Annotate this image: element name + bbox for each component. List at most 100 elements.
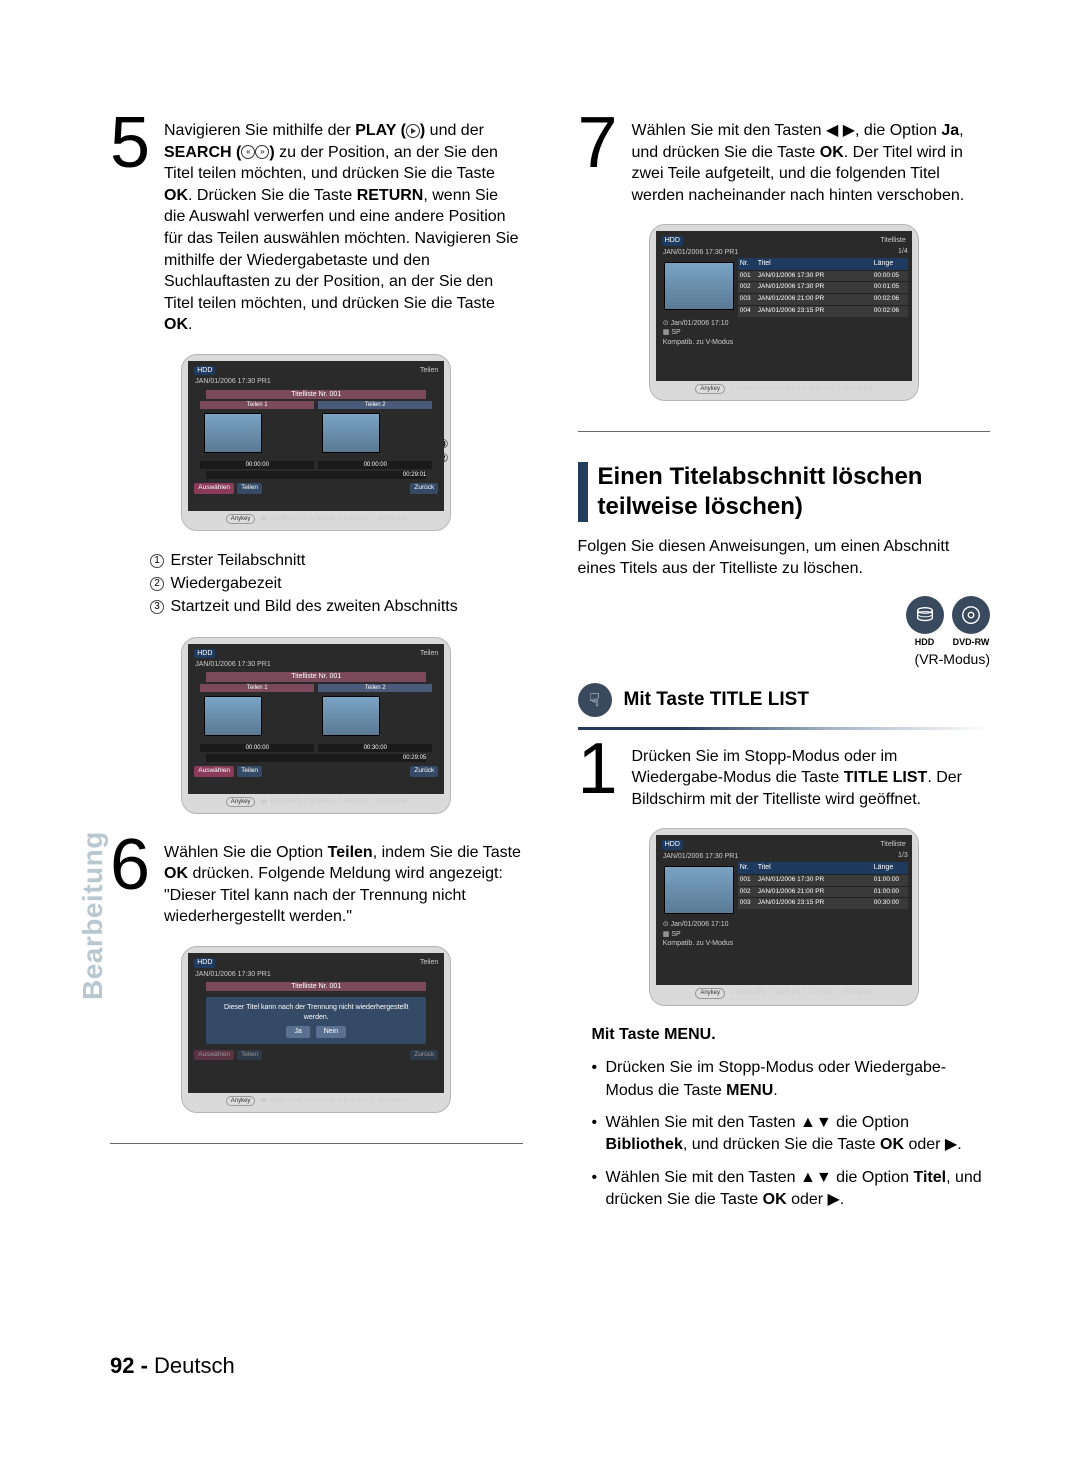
tl-count: 1/4 <box>898 247 908 258</box>
screen-title: Teilen <box>420 366 438 375</box>
section-title: Einen Titelabschnitt löschenteilweise lö… <box>598 462 923 522</box>
page-language: Deutsch <box>154 1353 235 1378</box>
divider-r1 <box>578 431 991 432</box>
anykey-2: Anykey <box>226 797 256 807</box>
btn-auswaehlen-2: Auswählen <box>194 766 234 777</box>
tc-right-2: 00:30:00 <box>318 744 432 752</box>
tl-thumb <box>664 262 734 310</box>
menu-bullets: Drücken Sie im Stopp-Modus oder Wiederga… <box>592 1057 991 1211</box>
tl-title-2: Titelliste <box>880 840 905 849</box>
thumb-2b <box>322 696 380 736</box>
hdd-tag-r2: HDD <box>662 840 683 849</box>
tl-sp-2: SP <box>671 931 680 938</box>
hdd-tag-r1: HDD <box>662 236 683 245</box>
title-list-nr-2: Titelliste Nr. 001 <box>206 672 426 681</box>
gradient-rule <box>578 727 991 730</box>
screenshot-teilen-1: HDD Teilen JAN/01/2006 17:30 PR1 Titelli… <box>181 354 451 531</box>
vr-mode-label: (VR-Modus) <box>578 650 991 669</box>
step-1-text: Drücken Sie im Stopp-Modus oder im Wiede… <box>632 746 991 811</box>
tl-rows-2: 001JAN/01/2006 17:30 PR01:00:00002JAN/01… <box>738 874 908 909</box>
step-7: 7 Wählen Sie mit den Tasten ◀ ▶, die Opt… <box>578 120 991 206</box>
tc-left: 00:00:00 <box>200 461 314 469</box>
anykey-r1: Anykey <box>695 384 725 394</box>
tc-right: 00:00:00 <box>318 461 432 469</box>
hdd-tag-3: HDD <box>194 958 215 967</box>
step-5-text: Navigieren Sie mithilfe der PLAY () und … <box>164 120 523 336</box>
timestamp-r2: JAN/01/2006 17:30 PR1 <box>660 851 742 862</box>
timestamp: JAN/01/2006 17:30 PR1 <box>192 376 440 387</box>
step-7-text: Wählen Sie mit den Tasten ◀ ▶, die Optio… <box>632 120 991 206</box>
col-laenge: Länge <box>872 258 908 269</box>
legend-2: Wiedergabezeit <box>170 575 281 592</box>
split-label-1b: Teilen 1 <box>200 684 314 692</box>
screen-footer-2: ◀▶ BEWEGEN ⏎ WÄHLEN ↶ ZURÜCK ⓘ BEENDEN <box>259 799 406 805</box>
elapsed-2: 00:29:05 <box>206 754 426 762</box>
tl-date-2: Jan/01/2006 17:10 <box>671 921 729 928</box>
section-heading: Einen Titelabschnitt löschenteilweise lö… <box>578 462 991 522</box>
title-list-nr-3: Titelliste Nr. 001 <box>206 982 426 991</box>
screen-title-3: Teilen <box>420 958 438 967</box>
title-list-nr: Titelliste Nr. 001 <box>206 390 426 399</box>
subheading: ☟ Mit Taste TITLE LIST <box>578 683 991 717</box>
tl-compat-2: Kompatib. zu V-Modus <box>660 939 908 950</box>
step-number-1: 1 <box>578 746 626 811</box>
split-label-2: Teilen 2 <box>318 401 432 409</box>
thumb-1b <box>204 696 262 736</box>
divider <box>110 1143 523 1144</box>
tc-left-2: 00:00:00 <box>200 744 314 752</box>
hdd-tag-2: HDD <box>194 649 215 658</box>
screenshot-titelliste-1: HDD Titelliste JAN/01/2006 17:30 PR11/4 … <box>649 224 919 401</box>
subhead-text: Mit Taste TITLE LIST <box>624 687 809 713</box>
timestamp-3: JAN/01/2006 17:30 PR1 <box>192 969 440 980</box>
step-number-6: 6 <box>110 842 158 928</box>
screenshot-teilen-dialog: HDD Teilen JAN/01/2006 17:30 PR1 Titelli… <box>181 946 451 1113</box>
screen-footer-3: ◀▶ BEWEGEN ⏎ WÄHLEN ↶ ZURÜCK ⓘ BEENDEN <box>259 1098 406 1104</box>
anykey-r2: Anykey <box>695 988 725 998</box>
step-6-text: Wählen Sie die Option Teilen, indem Sie … <box>164 842 523 928</box>
legend-3: Startzeit und Bild des zweiten Abschnitt… <box>170 598 457 615</box>
tl-count-2: 1/3 <box>898 851 908 862</box>
step-number-7: 7 <box>578 120 626 206</box>
split-label-1: Teilen 1 <box>200 401 314 409</box>
dialog-text: Dieser Titel kann nach der Trennung nich… <box>212 1003 420 1022</box>
col-laenge-2: Länge <box>872 862 908 873</box>
col-titel-2: Titel <box>756 862 872 873</box>
btn-auswaehlen-3: Auswählen <box>194 1050 234 1061</box>
elapsed: 00:29:01 <box>206 471 426 479</box>
section-intro: Folgen Sie diesen Anweisungen, um einen … <box>578 536 991 579</box>
dialog-ja: Ja <box>286 1026 309 1037</box>
hdd-tag: HDD <box>194 366 215 375</box>
left-column: 5 Navigieren Sie mithilfe der PLAY () un… <box>110 120 523 1222</box>
tl-rows: 001JAN/01/2006 17:30 PR00:00:05002JAN/01… <box>738 270 908 317</box>
screen-footer-r2: ⇕ BEWEGEN ⏎ WÄHLEN ↶ ZURÜCK ⓘ BEENDEN <box>729 990 872 996</box>
page-body: 5 Navigieren Sie mithilfe der PLAY () un… <box>0 0 1080 1272</box>
timestamp-r1: JAN/01/2006 17:30 PR1 <box>660 247 742 258</box>
thumb-1 <box>204 413 262 453</box>
anykey: Anykey <box>226 514 256 524</box>
col-titel: Titel <box>756 258 872 269</box>
tl-compat: Kompatib. zu V-Modus <box>660 338 908 349</box>
screenshot-teilen-2: HDD Teilen JAN/01/2006 17:30 PR1 Titelli… <box>181 637 451 814</box>
btn-teilen-2: Teilen <box>237 766 262 777</box>
mit-taste-menu: Mit Taste MENU. <box>592 1024 991 1046</box>
screen-footer: ◀▶ BEWEGEN ⏎ WÄHLEN ↶ ZURÜCK ⓘ BEENDEN <box>259 516 406 522</box>
screen-title-2: Teilen <box>420 649 438 658</box>
step-5: 5 Navigieren Sie mithilfe der PLAY () un… <box>110 120 523 336</box>
step-6: 6 Wählen Sie die Option Teilen, indem Si… <box>110 842 523 928</box>
col-nr-2: Nr. <box>738 862 756 873</box>
btn-zurueck-2: Zurück <box>410 766 438 777</box>
tl-sp: SP <box>671 329 680 336</box>
screenshot-legend: 1 Erster Teilabschnitt 2 Wiedergabezeit … <box>150 549 523 619</box>
btn-teilen-3: Teilen <box>237 1050 262 1061</box>
thumb-2 <box>322 413 380 453</box>
btn-teilen: Teilen <box>237 483 262 494</box>
btn-auswaehlen: Auswählen <box>194 483 234 494</box>
sidebar-section-label: Bearbeitung <box>74 831 112 1000</box>
btn-zurueck-3: Zurück <box>410 1050 438 1061</box>
dialog-nein: Nein <box>316 1026 346 1037</box>
screenshot-titelliste-2: HDD Titelliste JAN/01/2006 17:30 PR11/3 … <box>649 828 919 1005</box>
screen-footer-r1: ⇕ BEWEGEN ⏎ WÄHLEN ↶ ZURÜCK ⓘ BEENDEN <box>729 386 872 392</box>
dvdrw-icon-label: DVD-RW <box>953 637 990 647</box>
confirm-dialog: Dieser Titel kann nach der Trennung nich… <box>206 997 426 1043</box>
step-1: 1 Drücken Sie im Stopp-Modus oder im Wie… <box>578 746 991 811</box>
